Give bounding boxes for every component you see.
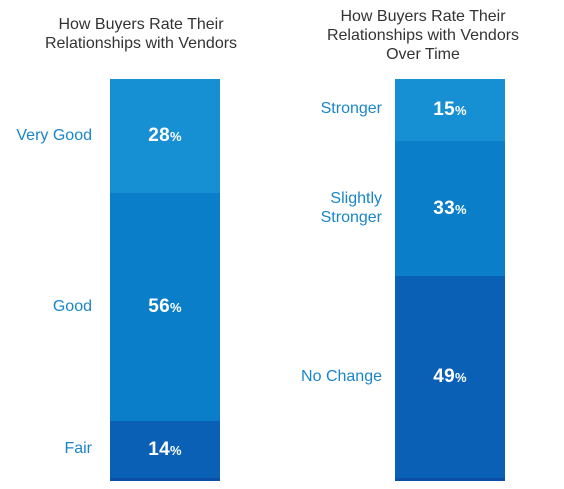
value-number: 49 [433, 366, 455, 388]
chart-buyers-rate-relationships: How Buyers Rate Their Relationships with… [16, 16, 238, 481]
bar-segment-fair: 14% [110, 421, 220, 478]
category-label: Slightly Stronger [320, 189, 382, 226]
bar-baseline [110, 478, 220, 481]
bar-segment-stronger: 15% [395, 79, 505, 141]
bar-segment-slightly-stronger: 33% [395, 140, 505, 277]
value-unit: % [454, 201, 467, 217]
chart-title: How Buyers Rate Their Relationships with… [44, 16, 238, 52]
stacked-bar: 15% 33% 49% [395, 79, 505, 478]
value-label: 15% [433, 99, 467, 121]
value-number: 28 [148, 125, 170, 146]
chart-relationships-over-time: How Buyers Rate Their Relationships with… [282, 0, 564, 489]
value-unit: % [454, 370, 467, 386]
value-label: 49% [433, 366, 467, 388]
bar-segment-very-good: 28% [110, 79, 220, 193]
category-label: Fair [64, 440, 92, 457]
value-label: 56% [148, 296, 182, 318]
value-unit: % [454, 102, 467, 118]
value-unit: % [169, 442, 182, 458]
category-label: Good [52, 297, 92, 315]
value-number: 14 [148, 438, 170, 460]
value-label: 33% [433, 198, 467, 220]
bar-segment-good: 56% [110, 193, 220, 421]
value-number: 56 [148, 296, 170, 317]
value-label: 28% [148, 125, 182, 147]
chart-title: How Buyers Rate Their Relationships with… [326, 8, 520, 63]
value-number: 33 [433, 197, 455, 219]
category-label: No Change [301, 367, 382, 385]
value-unit: % [169, 300, 182, 315]
category-label: Stronger [320, 100, 382, 118]
value-label: 14% [148, 439, 182, 461]
value-number: 15 [433, 98, 455, 120]
bar-baseline [395, 478, 505, 481]
category-label: Very Good [16, 126, 92, 144]
value-unit: % [169, 129, 182, 144]
bar-segment-no-change: 49% [395, 276, 505, 478]
stacked-bar: 28% 56% 14% [110, 79, 220, 478]
